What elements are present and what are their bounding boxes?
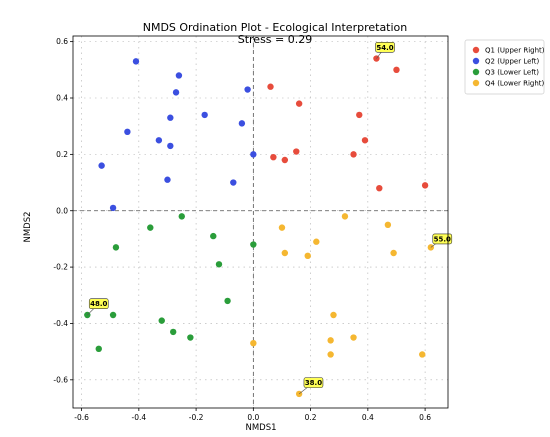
data-point-q1 (270, 153, 277, 161)
annotation-label: 54.0 (376, 44, 393, 52)
legend: Q1 (Upper Right) Q2 (Upper Left) Q3 (Low… (464, 39, 545, 95)
data-point-q3 (178, 213, 185, 220)
data-point-q4 (295, 390, 303, 398)
y-tick-label: 0.4 (56, 94, 68, 103)
data-point-q3 (187, 334, 194, 341)
annotation-label: 48.0 (90, 300, 107, 308)
data-point-q3 (210, 232, 217, 240)
y-axis-ticks: 0.6 0.4 0.2 0.0 -0.2 -0.4 -0.6 (53, 37, 73, 384)
data-point-q1 (350, 151, 357, 158)
data-point-q1 (293, 148, 300, 155)
data-point-q4 (327, 351, 334, 358)
data-point-q1 (356, 111, 363, 119)
y-tick-label: -0.6 (53, 375, 68, 384)
data-point-q2 (164, 176, 171, 183)
annotations: 54.0 55.0 48.0 38.0 (87, 41, 453, 395)
legend-label-q4: Q4 (Lower Right) (485, 80, 545, 88)
x-tick-label: 0.2 (305, 413, 317, 422)
data-point-q2 (155, 137, 163, 144)
data-point-q1 (376, 184, 383, 192)
data-point-q1 (393, 66, 400, 74)
data-point-q1 (361, 137, 369, 144)
legend-label-q1: Q1 (Upper Right) (485, 47, 545, 55)
legend-box (464, 39, 545, 95)
data-point-q3 (109, 311, 117, 319)
annotation-box (375, 41, 395, 53)
data-point-q4 (313, 238, 320, 245)
y-axis-label: NMDS2 (23, 211, 33, 242)
legend-marker-q4 (472, 79, 480, 87)
data-point-q2 (244, 86, 251, 93)
x-axis-label: NMDS1 (245, 423, 276, 433)
data-point-q4 (330, 311, 337, 319)
y-tick-label: 0.6 (56, 37, 68, 46)
data-point-q4 (350, 334, 357, 341)
x-tick-label: 0.0 (247, 413, 259, 422)
data-point-q3 (250, 241, 257, 248)
data-point-q1 (295, 100, 303, 107)
legend-label-q3: Q3 (Lower Left) (485, 69, 539, 77)
data-point-q4 (427, 244, 435, 251)
plot-frame (72, 35, 449, 409)
data-point-q2 (238, 120, 246, 127)
x-axis-ticks: -0.6 -0.4 -0.2 0.0 0.2 0.4 0.6 (74, 408, 431, 422)
data-point-q2 (175, 72, 183, 79)
data-point-q4 (250, 339, 257, 347)
data-point-q2 (124, 128, 131, 136)
annotation-box (432, 233, 453, 245)
data-point-q2 (250, 151, 257, 158)
data-point-q4 (278, 224, 286, 231)
chart-title: NMDS Ordination Plot - Ecological Interp… (143, 21, 408, 34)
x-tick-label: 0.6 (419, 413, 431, 422)
data-point-q1 (421, 182, 429, 189)
data-point-q4 (327, 337, 334, 344)
x-tick-label: -0.4 (132, 413, 147, 422)
data-point-q2 (201, 111, 208, 119)
data-point-q1 (267, 83, 274, 90)
data-point-q3 (112, 244, 120, 251)
data-point-q4 (281, 249, 289, 257)
data-point-q4 (419, 351, 426, 358)
legend-marker-q3 (472, 68, 480, 76)
data-point-q4 (390, 249, 397, 257)
y-tick-label: -0.2 (53, 263, 68, 272)
chart-subtitle: Stress = 0.29 (238, 33, 313, 46)
data-point-q2 (98, 162, 105, 169)
y-tick-label: 0.2 (56, 150, 68, 159)
annotation-box (303, 377, 324, 388)
y-tick-label: 0.0 (56, 206, 68, 215)
data-point-q2 (230, 179, 237, 186)
data-points (84, 55, 435, 398)
legend-marker-q1 (472, 46, 480, 54)
data-point-q2 (132, 58, 140, 65)
data-point-q2 (167, 114, 174, 121)
data-point-q1 (281, 156, 289, 164)
data-point-q2 (172, 89, 180, 96)
legend-label-q2: Q2 (Upper Left) (485, 58, 540, 66)
x-tick-label: -0.2 (189, 413, 204, 422)
data-point-q2 (167, 142, 174, 150)
legend-marker-q2 (472, 57, 480, 65)
data-point-q4 (304, 252, 311, 260)
x-tick-label: -0.6 (74, 413, 89, 422)
data-point-q4 (341, 213, 349, 220)
grid-lines (73, 36, 448, 408)
annotation-box (88, 298, 109, 310)
x-tick-label: 0.4 (362, 413, 374, 422)
data-point-q3 (158, 317, 165, 324)
y-tick-label: -0.4 (53, 319, 68, 328)
data-point-q3 (224, 297, 231, 305)
data-point-q3 (147, 224, 154, 231)
data-point-q4 (384, 221, 392, 229)
data-point-q2 (109, 204, 117, 212)
data-point-q3 (95, 345, 102, 353)
data-point-q3 (169, 328, 177, 336)
annotation-label: 38.0 (305, 379, 322, 387)
annotation-label: 55.0 (434, 235, 451, 243)
data-point-q3 (215, 261, 223, 268)
